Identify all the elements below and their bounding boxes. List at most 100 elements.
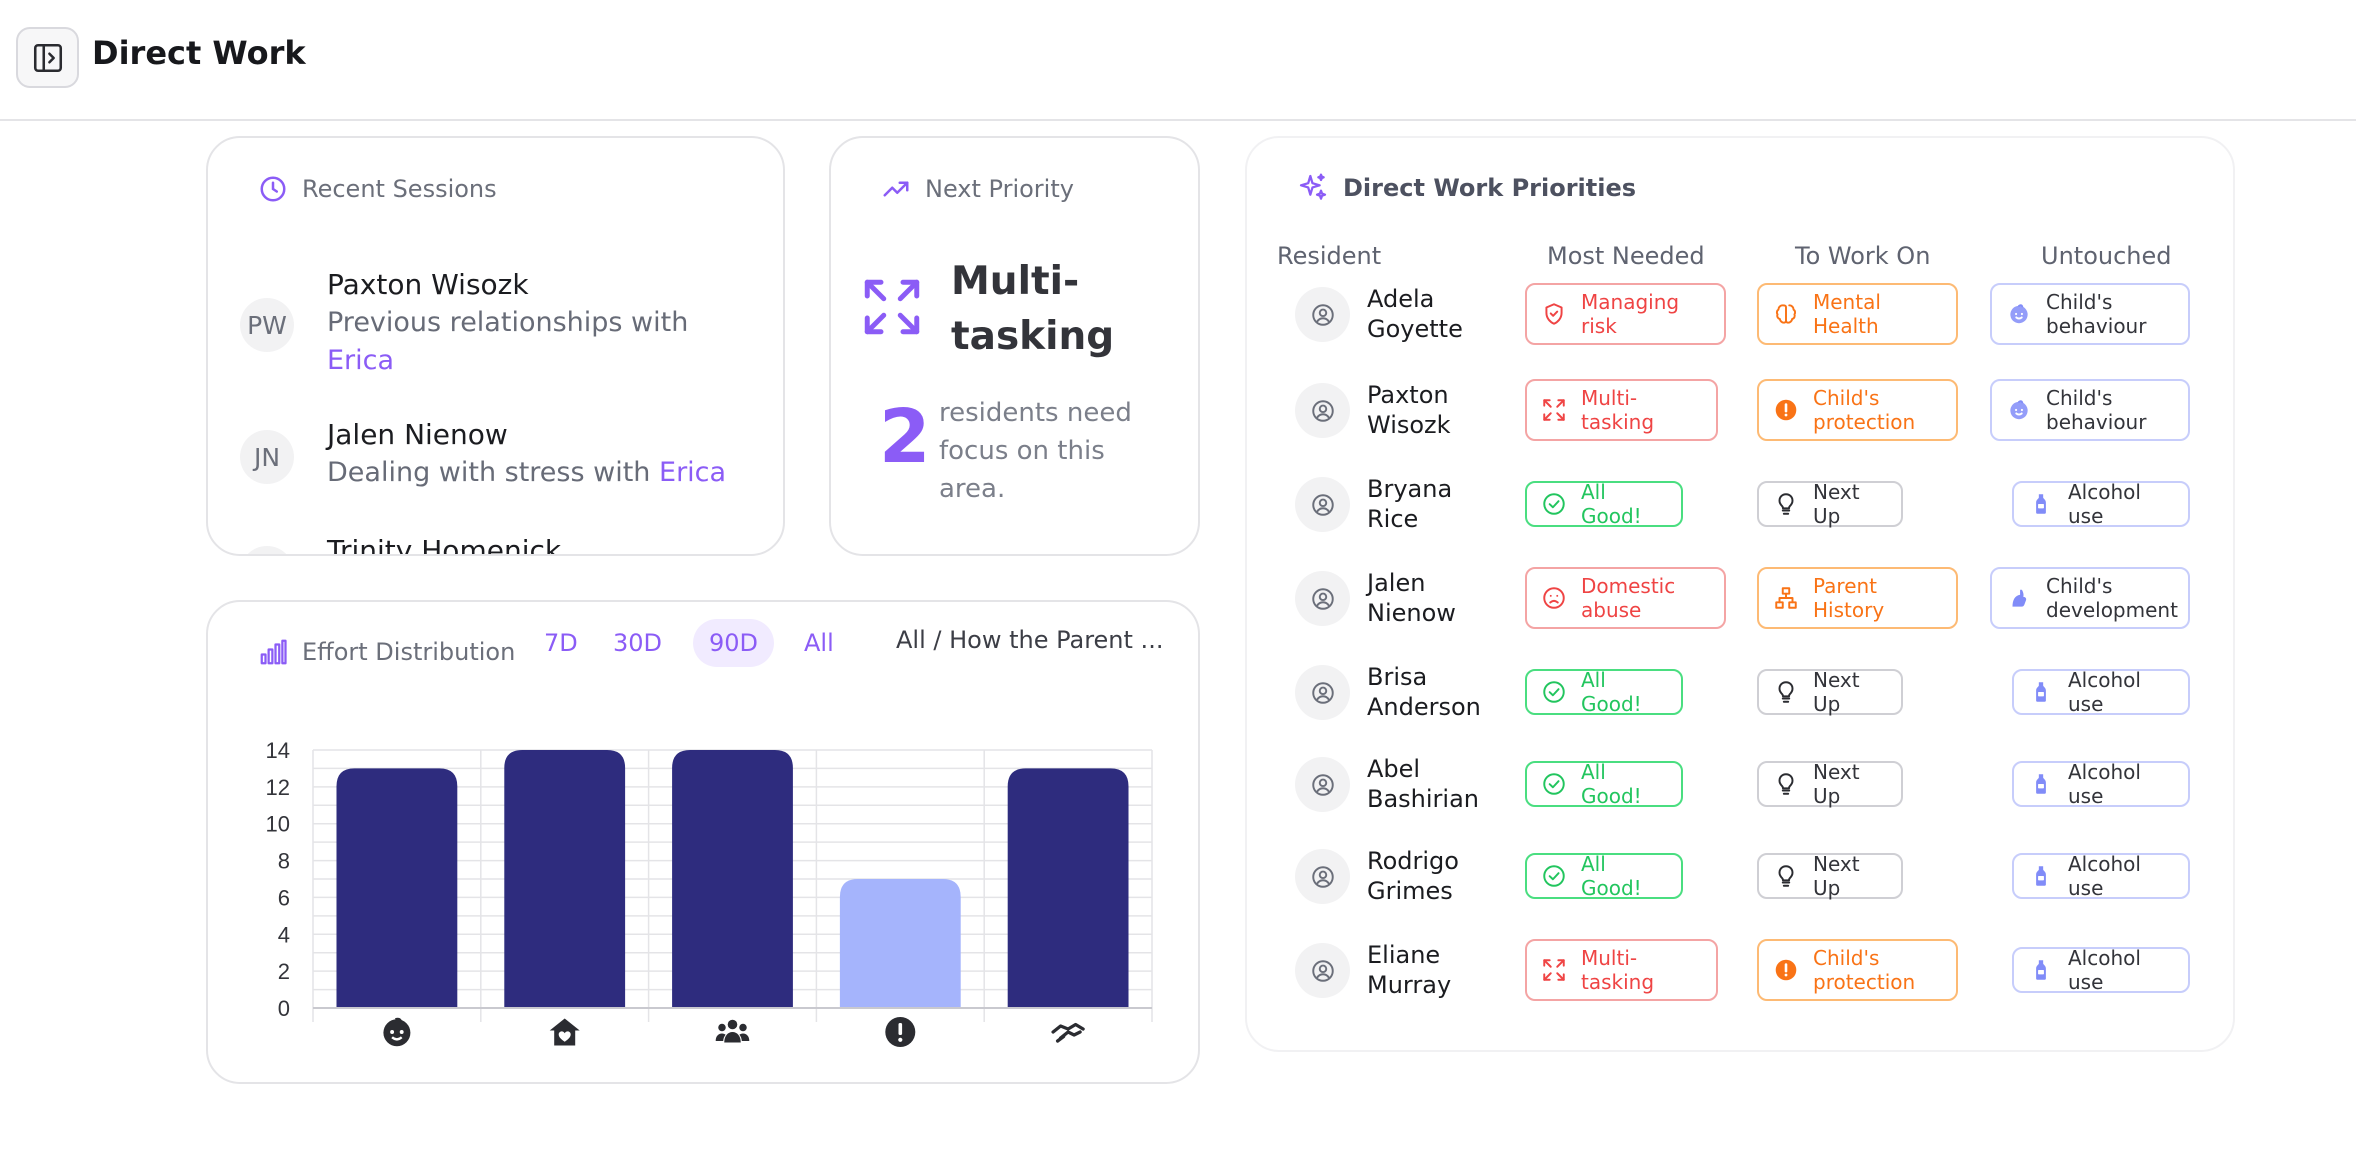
- priority-tag-most[interactable]: Multi-tasking: [1525, 379, 1718, 441]
- resident-name[interactable]: Abel Bashirian: [1367, 755, 1480, 813]
- priority-tag-work[interactable]: Next Up: [1757, 668, 1903, 716]
- priority-tag-work[interactable]: Next Up: [1757, 760, 1903, 808]
- resident-name[interactable]: Eliane Murray: [1367, 941, 1452, 999]
- priority-tag-label: Child's behaviour: [2046, 290, 2147, 338]
- session-worker-link[interactable]: Erica: [327, 345, 395, 376]
- priority-tag-untouched[interactable]: Alcohol use: [2012, 480, 2190, 528]
- y-tick-label: 14: [266, 738, 290, 763]
- priority-tag-label: All Good!: [1581, 760, 1642, 808]
- y-tick-label: 0: [278, 996, 290, 1021]
- sidebar-toggle-button[interactable]: [16, 27, 79, 88]
- avatar: PW: [240, 298, 294, 352]
- priority-tag-work[interactable]: Mental Health: [1757, 283, 1958, 345]
- priority-tag-label: All Good!: [1581, 480, 1642, 528]
- bottle-icon: [2036, 682, 2046, 702]
- avatar: TH: [240, 546, 294, 554]
- priority-tag-work[interactable]: Child's protection: [1757, 939, 1958, 1001]
- priority-tag-label: Alcohol use: [2068, 668, 2141, 716]
- priority-tag-label: Parent History: [1813, 574, 1885, 622]
- range-tab-7d[interactable]: 7D: [544, 629, 578, 657]
- range-tab-90d[interactable]: 90D: [693, 619, 775, 667]
- recent-sessions-header: Recent Sessions: [258, 174, 497, 204]
- column-header-resident: Resident: [1277, 242, 1382, 270]
- y-tick-label: 12: [266, 775, 290, 800]
- hierarchy-icon: [1775, 587, 1797, 609]
- resident-name[interactable]: Jalen Nienow: [1367, 569, 1456, 627]
- clock-icon: [260, 176, 286, 202]
- check-circle-icon: [1543, 865, 1565, 887]
- priority-tag-label: Alcohol use: [2068, 946, 2141, 994]
- priority-tag-most[interactable]: Managing risk: [1525, 283, 1726, 345]
- priority-tag-label: Next Up: [1813, 480, 1860, 528]
- range-tab-all[interactable]: All: [804, 629, 834, 657]
- resident-name[interactable]: Brisa Anderson: [1367, 663, 1481, 721]
- session-description: Previous relationships with Erica: [327, 307, 689, 376]
- priority-resident-count: 2: [879, 394, 931, 480]
- priority-tag-label: Child's behaviour: [2046, 386, 2147, 434]
- session-item[interactable]: JN Jalen Nienow Dealing with stress with…: [240, 418, 760, 498]
- priority-tag-most[interactable]: Domestic abuse: [1525, 567, 1726, 629]
- lightbulb-icon: [1778, 865, 1794, 887]
- resident-name[interactable]: Adela Goyette: [1367, 285, 1463, 343]
- resident-name[interactable]: Bryana Rice: [1367, 475, 1453, 533]
- direct-work-priorities-card: Direct Work Priorities Resident Most Nee…: [1245, 136, 2235, 1052]
- category-filter-dropdown[interactable]: All / How the Parent ...: [896, 626, 1164, 654]
- priority-tag-work[interactable]: Child's protection: [1757, 379, 1958, 441]
- check-circle-icon: [1543, 493, 1565, 515]
- growth-icon: [2012, 589, 2027, 607]
- priority-tag-work[interactable]: Parent History: [1757, 567, 1958, 629]
- priority-tag-most[interactable]: All Good!: [1525, 480, 1683, 528]
- priority-tag-label: Child's protection: [1813, 946, 1916, 994]
- avatar: [1295, 287, 1350, 342]
- next-priority-card: Next Priority Multi-tasking 2 residents …: [829, 136, 1200, 556]
- priority-tag-label: Next Up: [1813, 852, 1860, 900]
- priority-tag-most[interactable]: Multi-tasking: [1525, 939, 1718, 1001]
- bottle-icon: [2036, 774, 2046, 794]
- next-priority-title: Next Priority: [925, 175, 1074, 203]
- range-tab-30d[interactable]: 30D: [613, 629, 663, 657]
- sidebar-panel-icon: [33, 43, 62, 72]
- priority-tag-most[interactable]: All Good!: [1525, 760, 1683, 808]
- chart-bar: [839, 879, 961, 1008]
- session-item[interactable]: PW Paxton Wisozk Previous relationships …: [240, 268, 760, 376]
- resident-name[interactable]: Paxton Wisozk: [1367, 381, 1451, 439]
- effort-distribution-title: Effort Distribution: [302, 638, 516, 666]
- resident-name[interactable]: Rodrigo Grimes: [1367, 847, 1459, 905]
- priority-tag-work[interactable]: Next Up: [1757, 480, 1903, 528]
- y-tick-label: 4: [278, 922, 290, 947]
- effort-distribution-card: Effort Distribution 7D 30D 90D All All /…: [206, 600, 1200, 1084]
- chart-bar: [1007, 768, 1129, 1008]
- priority-focus-area: Multi-tasking: [951, 259, 1115, 359]
- priority-tag-untouched[interactable]: Alcohol use: [2012, 760, 2190, 808]
- direct-work-priorities-header: Direct Work Priorities: [1297, 172, 1636, 204]
- user-circle-icon: [1311, 681, 1334, 704]
- user-circle-icon: [1311, 493, 1334, 516]
- chart-bar: [504, 750, 626, 1008]
- sad-face-icon: [1543, 587, 1565, 609]
- session-worker-link[interactable]: Erica: [659, 457, 727, 488]
- chart-bar: [336, 768, 458, 1008]
- priority-tag-most[interactable]: All Good!: [1525, 852, 1683, 900]
- sparkles-icon: [1299, 173, 1327, 200]
- user-circle-icon: [1311, 959, 1334, 982]
- priority-tag-untouched[interactable]: Alcohol use: [2012, 946, 2190, 994]
- priority-tag-label: Alcohol use: [2068, 480, 2141, 528]
- trending-up-icon: [883, 181, 909, 197]
- y-tick-label: 6: [278, 885, 290, 910]
- priority-tag-untouched[interactable]: Child's behaviour: [1990, 379, 2190, 441]
- priority-tag-untouched[interactable]: Alcohol use: [2012, 852, 2190, 900]
- recent-sessions-card: Recent Sessions PW Paxton Wisozk Previou…: [206, 136, 785, 556]
- session-description: Dealing with stress with Erica: [327, 457, 727, 488]
- priority-tag-untouched[interactable]: Alcohol use: [2012, 668, 2190, 716]
- effort-bar-chart: 0 2 4 6 8 10 12 14: [266, 738, 1153, 1047]
- priority-tag-work[interactable]: Next Up: [1757, 852, 1903, 900]
- child-face-icon: [2010, 304, 2028, 324]
- expand-arrows-icon: [864, 279, 920, 335]
- priority-tag-untouched[interactable]: Child's behaviour: [1990, 283, 2190, 345]
- priority-tag-most[interactable]: All Good!: [1525, 668, 1683, 716]
- priority-tag-label: Domestic abuse: [1581, 574, 1676, 622]
- user-circle-icon: [1311, 773, 1334, 796]
- priority-tag-untouched[interactable]: Child's development: [1990, 567, 2190, 629]
- session-item[interactable]: TH Trinity Homenick: [240, 534, 760, 554]
- child-icon: [383, 1017, 411, 1047]
